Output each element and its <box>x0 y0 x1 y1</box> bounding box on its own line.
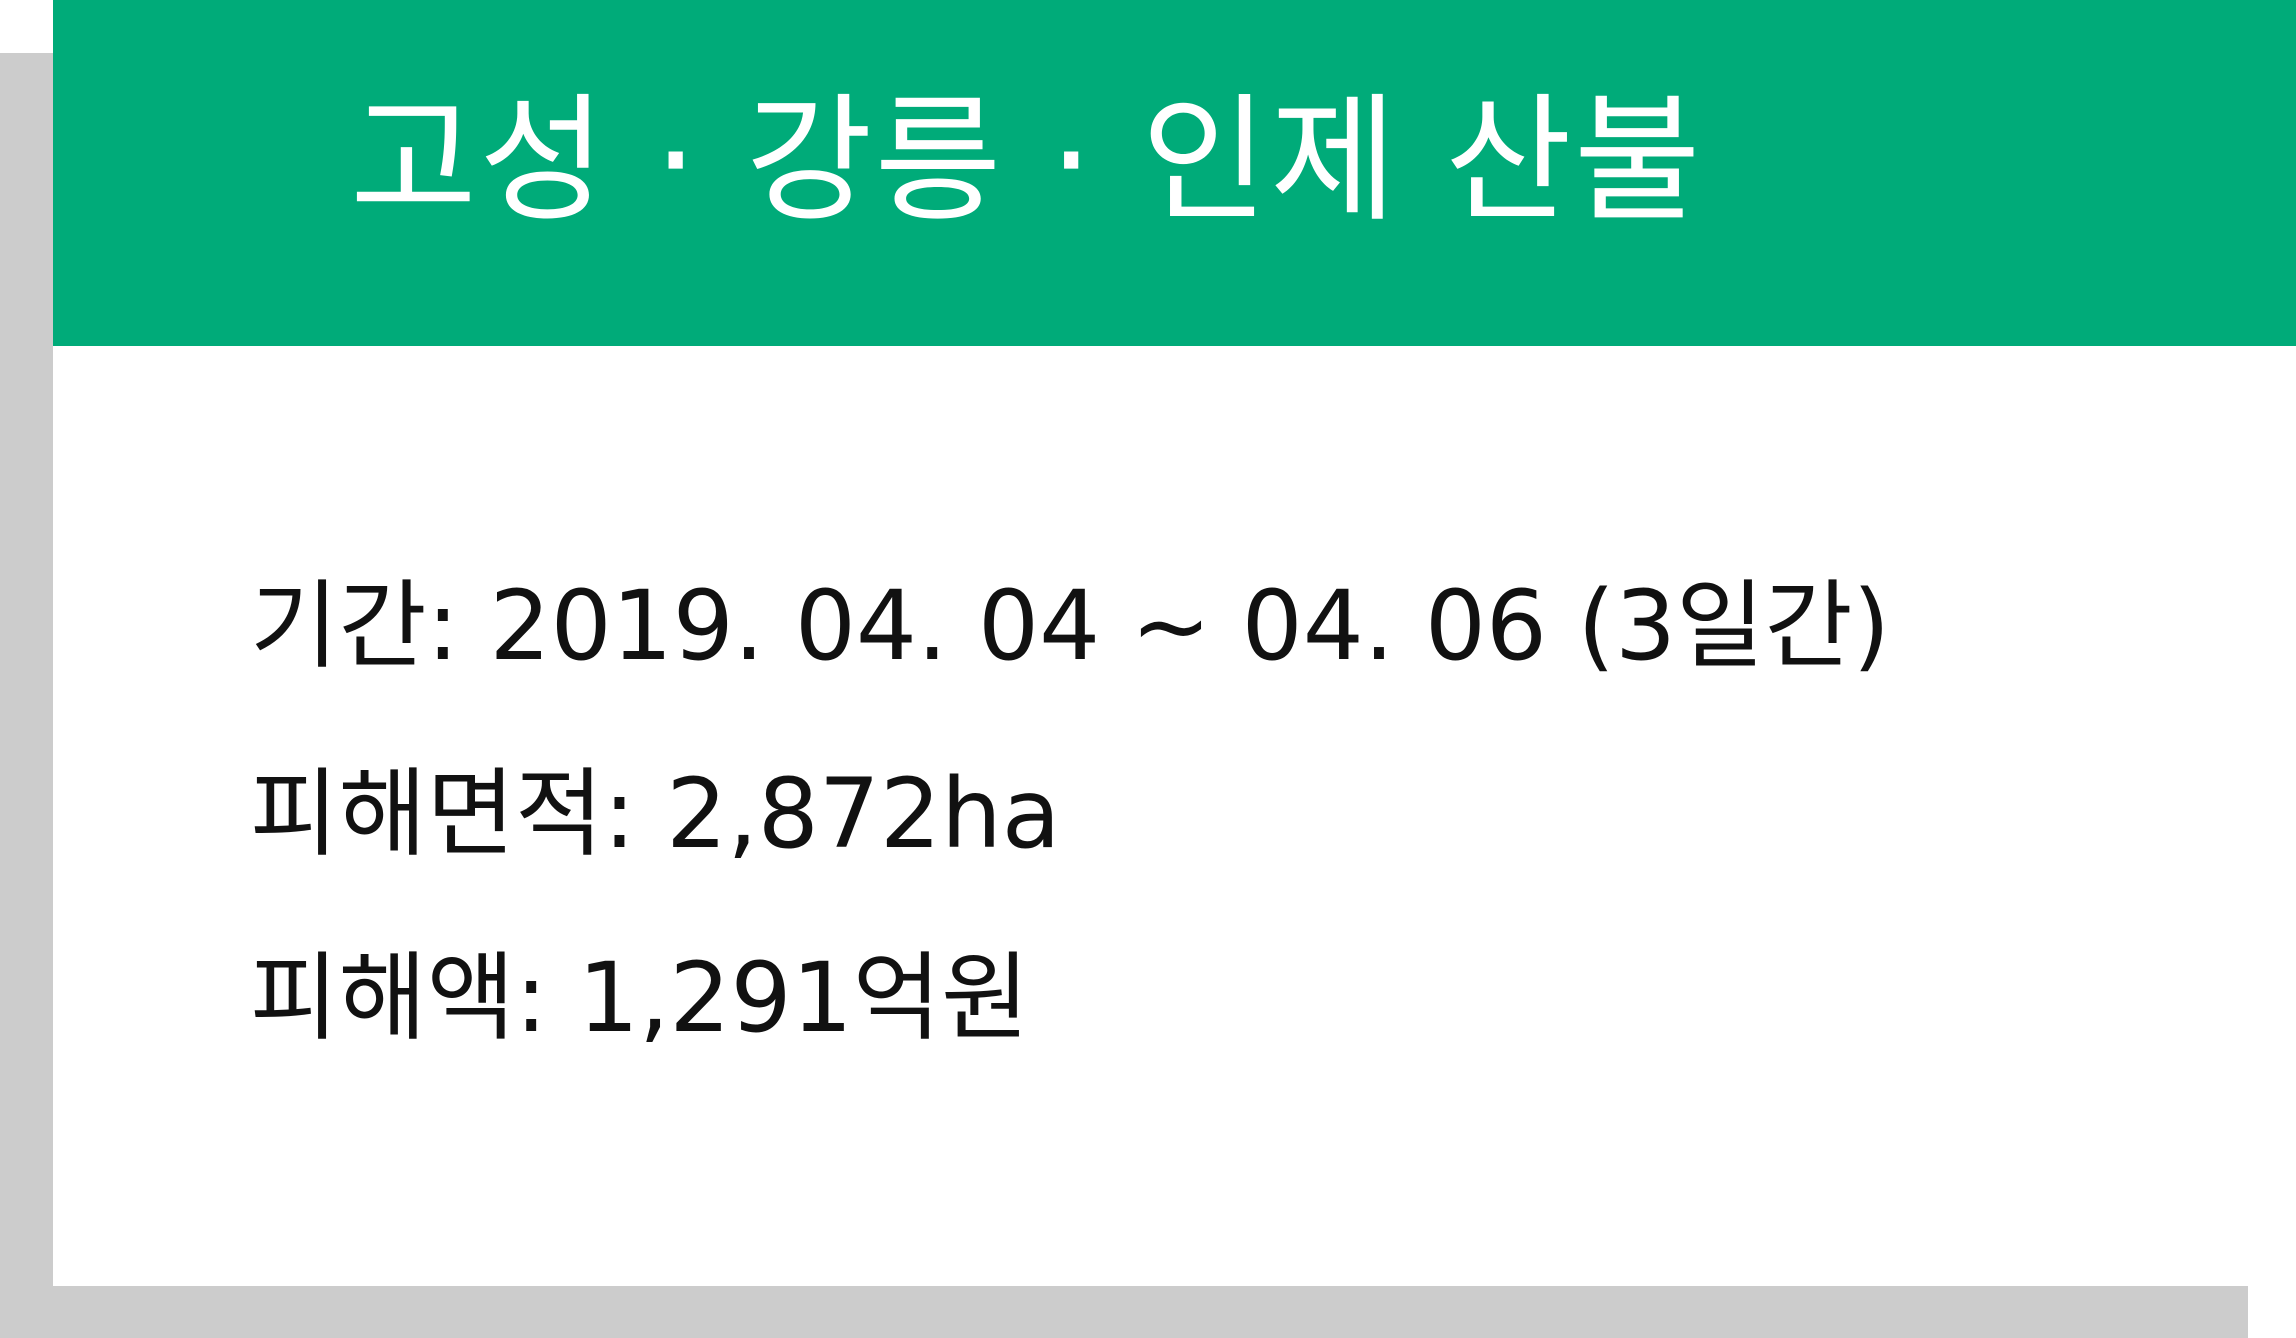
damage-cost-text: 피해액: 1,291억원 <box>250 942 1030 1054</box>
period-text: 기간: 2019. 04. 04 ~ 04. 06 (3일간) <box>250 570 1891 682</box>
info-card: 고성 · 강릉 · 인제 산불 기간: 2019. 04. 04 ~ 04. 0… <box>53 0 2296 1286</box>
card-title: 고성 · 강릉 · 인제 산불 <box>350 80 1703 241</box>
damage-area-text: 피해면적: 2,872ha <box>250 758 1061 870</box>
card-header: 고성 · 강릉 · 인제 산불 <box>53 0 2296 346</box>
